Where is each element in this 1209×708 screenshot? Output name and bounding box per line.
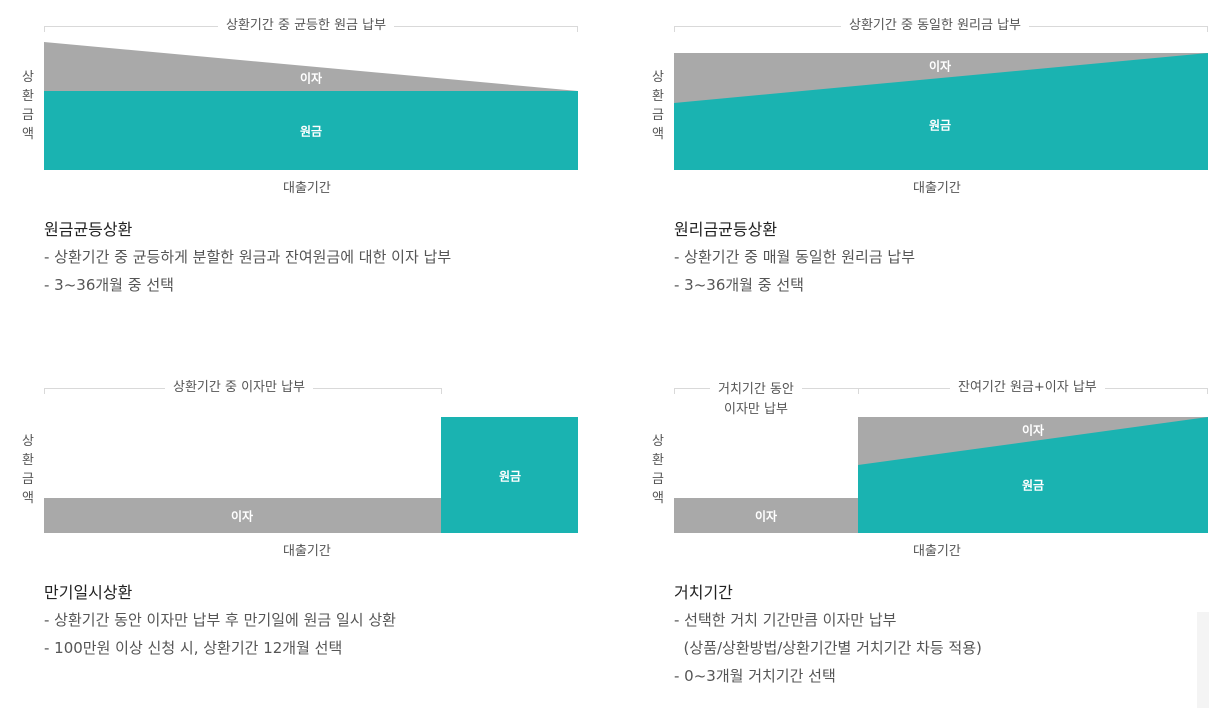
method-desc-line: - 100만원 이상 신청 시, 상환기간 12개월 선택 <box>44 639 343 657</box>
interest-label: 이자 <box>1021 423 1045 438</box>
bracket-label-line: 이자만 납부 <box>723 402 788 417</box>
method-title: 거치기간 <box>674 583 733 602</box>
interest-label: 이자 <box>299 71 323 86</box>
interest-label: 이자 <box>230 509 254 524</box>
principal-label: 원금 <box>498 469 522 484</box>
repayment-diagram <box>674 53 1208 170</box>
bracket-tick <box>441 388 442 394</box>
principal-area <box>674 53 1208 170</box>
y-axis-label: 상환금액 <box>22 434 34 506</box>
grace-interest-label: 이자 <box>754 509 778 524</box>
interest-area <box>44 42 578 91</box>
bracket-label: 상환기간 중 균등한 원금 납부 <box>218 18 395 34</box>
bracket-tick <box>44 388 45 394</box>
principal-area <box>858 417 1208 533</box>
principal-label: 원금 <box>1021 478 1045 493</box>
bracket-tick <box>674 388 675 394</box>
method-desc-line: - 3~36개월 중 선택 <box>44 276 174 294</box>
bracket-label-remaining: 잔여기간 원금+이자 납부 <box>950 380 1105 396</box>
x-axis-label: 대출기간 <box>913 181 961 196</box>
x-axis-label: 대출기간 <box>283 181 331 196</box>
x-axis-label: 대출기간 <box>913 544 961 559</box>
interest-label: 이자 <box>928 59 952 74</box>
bracket-tick <box>858 388 859 394</box>
y-axis-label: 상환금액 <box>22 70 34 142</box>
principal-area <box>441 417 578 533</box>
x-axis-label: 대출기간 <box>283 544 331 559</box>
repayment-diagram <box>44 417 578 533</box>
method-desc-line: - 3~36개월 중 선택 <box>674 276 804 294</box>
method-desc-line: (상품/상환방법/상환기간별 거치기간 차등 적용) <box>674 639 982 657</box>
bracket-label: 상환기간 중 이자만 납부 <box>165 380 313 396</box>
scrollbar-track[interactable] <box>1197 612 1209 708</box>
method-desc-line: - 상환기간 중 균등하게 분할한 원금과 잔여원금에 대한 이자 납부 <box>44 248 452 266</box>
interest-area <box>44 498 441 533</box>
method-title: 원리금균등상환 <box>674 220 778 239</box>
bracket-tick <box>44 26 45 32</box>
principal-label: 원금 <box>299 124 323 139</box>
repayment-diagram <box>674 417 1208 533</box>
method-desc-line: - 0~3개월 거치기간 선택 <box>674 667 836 685</box>
method-desc-line: - 상환기간 중 매월 동일한 원리금 납부 <box>674 248 916 266</box>
principal-area <box>44 91 578 170</box>
y-axis-label: 상환금액 <box>652 434 664 506</box>
method-title: 만기일시상환 <box>44 583 133 602</box>
bracket-tick <box>1207 26 1208 32</box>
method-desc-line: - 상환기간 동안 이자만 납부 후 만기일에 원금 일시 상환 <box>44 611 396 629</box>
bracket-tick <box>1207 388 1208 394</box>
grace-interest-area <box>674 498 858 533</box>
bracket-tick <box>674 26 675 32</box>
bracket-line <box>674 388 1208 389</box>
principal-label: 원금 <box>928 118 952 133</box>
bracket-label-grace: 거치기간 동안 이자만 납부 <box>710 380 802 420</box>
bracket-label-line: 거치기간 동안 <box>718 382 794 397</box>
method-desc-line: - 선택한 거치 기간만큼 이자만 납부 <box>674 611 897 629</box>
bracket-tick <box>577 26 578 32</box>
bracket-label: 상환기간 중 동일한 원리금 납부 <box>841 18 1030 34</box>
repayment-diagram <box>44 42 578 170</box>
method-title: 원금균등상환 <box>44 220 133 239</box>
y-axis-label: 상환금액 <box>652 70 664 142</box>
